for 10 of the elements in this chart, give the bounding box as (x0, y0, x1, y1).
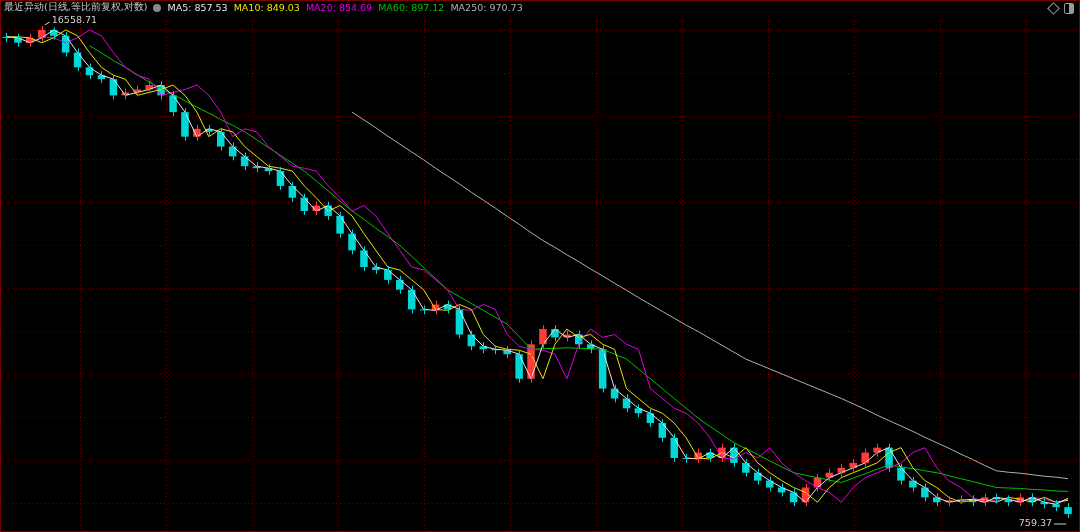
chart-title: 最近异动(日线,等比前复权,对数) (4, 1, 148, 14)
text: MA60: 897.12 (378, 2, 445, 13)
candlestick (897, 463, 905, 486)
annotation: 759.37 (1018, 517, 1053, 529)
text: MA20: 854.69 (305, 2, 373, 13)
text: 16558.71 (51, 14, 98, 26)
text: MA250: 970.73 (450, 2, 523, 13)
text: MA10: 849.03 (233, 2, 300, 13)
candlestick (1064, 502, 1072, 519)
text: MA5: 857.53 (167, 2, 228, 13)
